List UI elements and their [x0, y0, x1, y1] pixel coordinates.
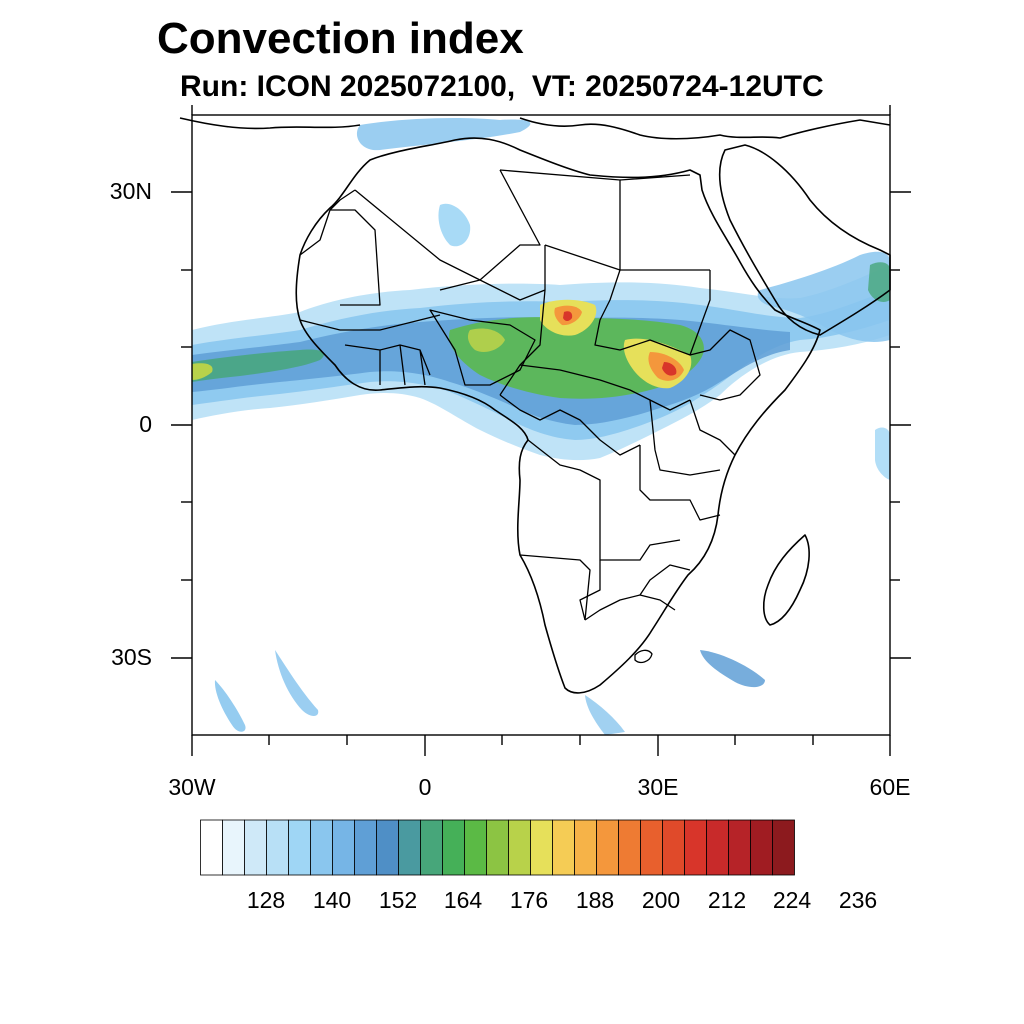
arabia-coastline	[718, 144, 891, 336]
colorbar-swatch	[222, 819, 245, 876]
colorbar-label: 200	[641, 887, 681, 913]
colorbar-swatch	[398, 819, 421, 876]
colorbar-swatch	[376, 819, 399, 876]
colorbar-swatch	[530, 819, 553, 876]
colorbar-label: 176	[509, 887, 549, 913]
border-south-africa-lesotho	[634, 649, 653, 664]
lon-label-0: 0	[418, 774, 432, 800]
border-mauritania-mali	[330, 209, 381, 306]
colorbar-label: 152	[378, 887, 418, 913]
lon-label-30e: 30E	[637, 774, 679, 800]
map-title: Convection index	[157, 14, 524, 63]
border-sudan	[594, 269, 711, 356]
colorbar-swatch	[288, 819, 311, 876]
colorbar-swatch	[332, 819, 355, 876]
lat-label-0: 0	[139, 411, 152, 437]
colorbar-swatch	[420, 819, 443, 876]
colorbar-swatch	[310, 819, 333, 876]
border-niger-chad	[439, 245, 546, 396]
convection-indian-ocean	[875, 427, 890, 480]
border-southern-africa	[579, 560, 691, 621]
convection-mediterranean	[356, 117, 531, 151]
colorbar-swatch	[200, 819, 223, 876]
colorbar-label: 236	[838, 887, 878, 913]
colorbar-label: 224	[772, 887, 812, 913]
colorbar-swatch	[684, 819, 707, 876]
lon-label-60e: 60E	[869, 774, 911, 800]
convection-yellow-nigeria	[467, 328, 505, 352]
colorbar-swatch	[244, 819, 267, 876]
axis-ticks	[171, 105, 911, 756]
madagascar-coastline	[762, 534, 810, 626]
colorbar-swatch	[618, 819, 641, 876]
colorbar-swatch	[772, 819, 795, 876]
colorbar-swatch	[574, 819, 597, 876]
colorbar-label: 188	[575, 887, 615, 913]
convection-south-africa-east	[585, 695, 625, 735]
border-nigeria	[429, 309, 536, 386]
border-egypt	[619, 174, 710, 271]
colorbar-swatch	[596, 819, 619, 876]
convection-green-central	[449, 317, 704, 399]
border-west-africa	[299, 314, 441, 386]
mediterranean-north-coast	[179, 117, 891, 140]
border-morocco	[299, 189, 356, 256]
border-ethiopia	[689, 329, 761, 401]
colorbar	[200, 819, 795, 876]
country-borders	[299, 169, 761, 664]
colorbar-label: 128	[246, 887, 286, 913]
convection-sahara	[438, 203, 471, 247]
border-libya	[499, 169, 621, 271]
colorbar-swatch	[354, 819, 377, 876]
convection-field	[192, 117, 890, 735]
colorbar-label: 212	[707, 887, 747, 913]
border-central-africa	[499, 364, 691, 456]
colorbar-swatch	[266, 819, 289, 876]
convection-band-green	[192, 349, 324, 382]
convection-core-west	[192, 363, 213, 380]
convection-arabia-green	[868, 262, 890, 302]
colorbar-swatch	[552, 819, 575, 876]
colorbar-swatch	[662, 819, 685, 876]
colorbar-swatch	[640, 819, 663, 876]
colorbar-swatch	[442, 819, 465, 876]
map-subtitle: Run: ICON 2025072100, VT: 20250724-12UTC	[180, 70, 824, 103]
colorbar-swatch	[706, 819, 729, 876]
lat-label-30s: 30S	[111, 644, 152, 670]
lat-label-30n: 30N	[109, 178, 152, 204]
colorbar-label: 140	[312, 887, 352, 913]
colorbar-label: 164	[443, 887, 483, 913]
border-algeria	[354, 169, 541, 281]
border-drc-angola	[519, 439, 681, 621]
coastlines	[179, 117, 891, 694]
convection-madagascar-south	[700, 650, 765, 688]
africa-coastline	[295, 137, 821, 694]
convection-arabia	[757, 251, 890, 342]
colorbar-swatch	[464, 819, 487, 876]
colorbar-swatch	[486, 819, 509, 876]
convection-red-sudan	[662, 362, 677, 376]
convection-south-atlantic-1	[214, 680, 246, 732]
colorbar-swatch	[750, 819, 773, 876]
convection-red-chad	[563, 311, 573, 321]
lon-label-30w: 30W	[168, 774, 216, 800]
colorbar-swatch	[508, 819, 531, 876]
convection-south-atlantic-2	[275, 650, 319, 716]
colorbar-swatch	[728, 819, 751, 876]
border-east-africa	[639, 399, 736, 521]
